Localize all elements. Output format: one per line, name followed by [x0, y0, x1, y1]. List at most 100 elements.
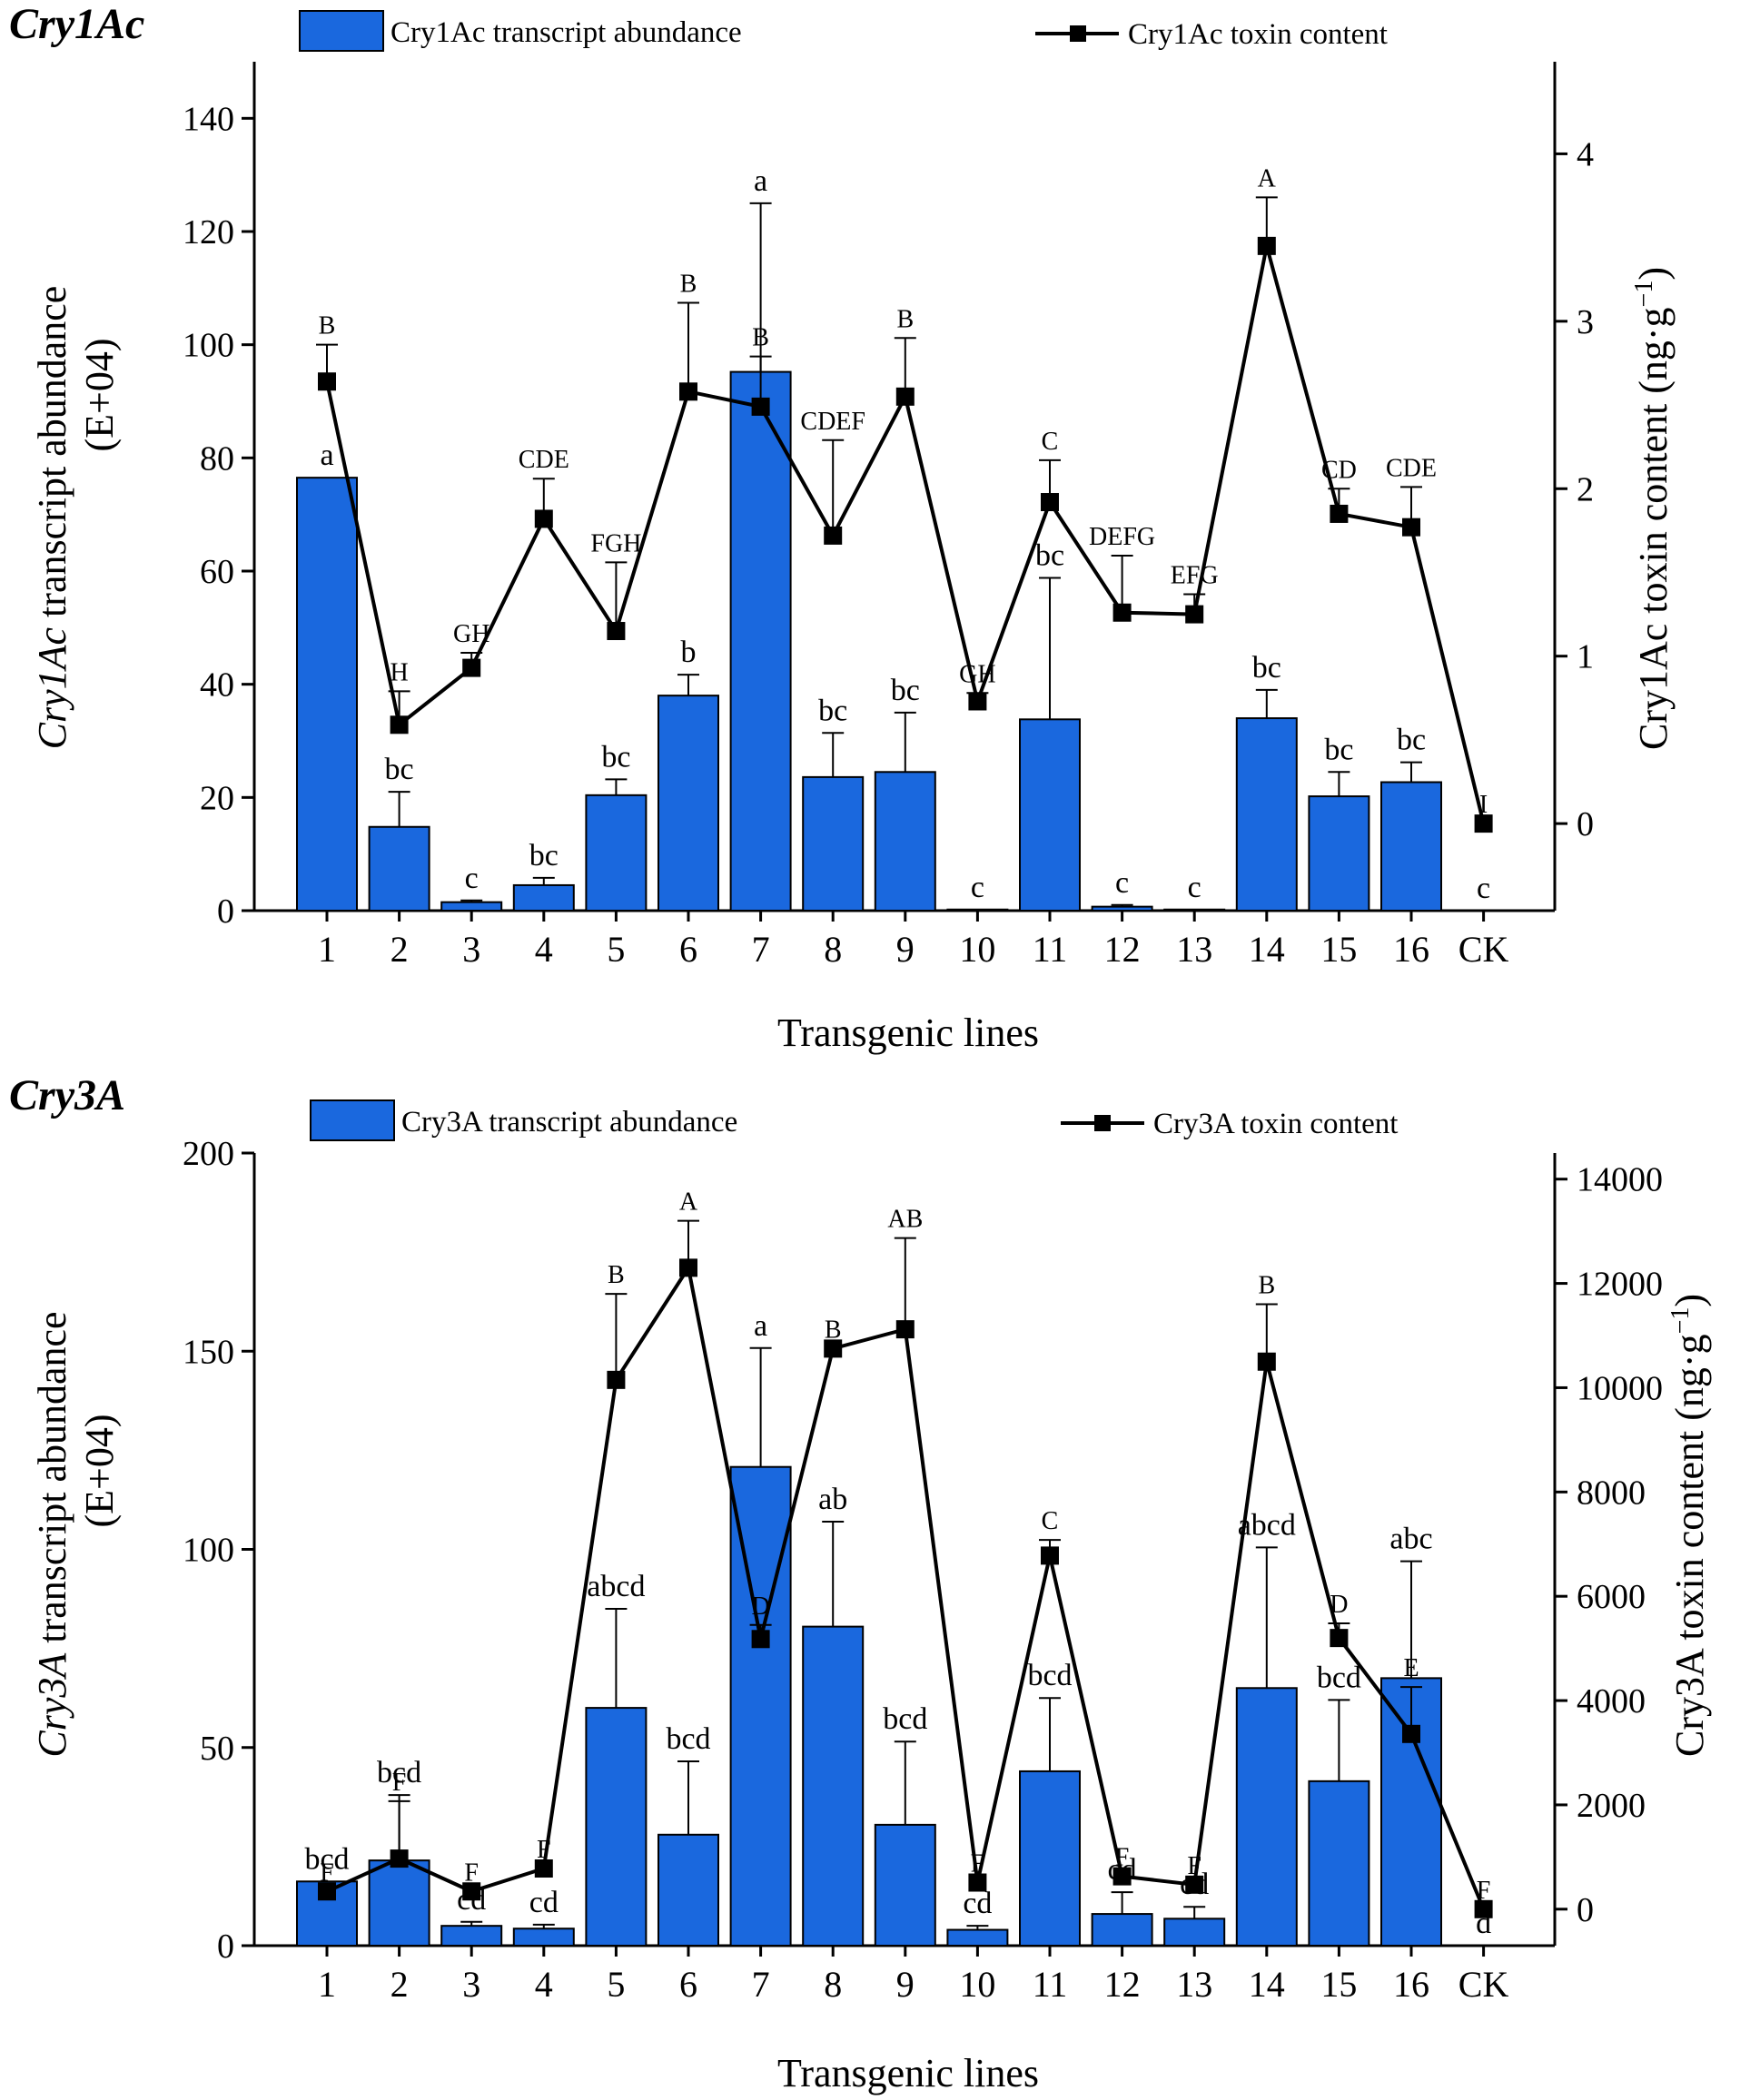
point-marker [679, 382, 697, 401]
bar [1235, 717, 1298, 912]
point-marker [824, 526, 843, 545]
x-tick-label: 11 [1033, 929, 1068, 970]
point-letter: A [1258, 164, 1277, 192]
bar [1308, 1780, 1370, 1947]
x-tick-label: 10 [959, 1964, 995, 2005]
y-axis-left-rest: transcript abundance [30, 1311, 74, 1652]
y-tick-label-left: 60 [200, 553, 234, 591]
point-marker [968, 1873, 987, 1892]
point-letter: GH [453, 620, 489, 648]
bar [368, 825, 430, 912]
point-letter: E [1403, 1654, 1419, 1682]
point-letter: F [537, 1836, 551, 1864]
point-marker [607, 1370, 626, 1389]
bar [1163, 908, 1226, 912]
x-tick-label: 3 [462, 1964, 480, 2005]
point-marker [318, 1882, 336, 1901]
y-axis-left-label: Cry1Ac transcript abundance [30, 286, 74, 750]
bar-letter: c [465, 862, 479, 895]
bar [1091, 905, 1153, 912]
y-axis-left-rest: transcript abundance [30, 286, 74, 627]
bar-letter: c [1477, 872, 1490, 905]
bars: bcdbcdcdcdabcdbcdaabbcdcdbcdcdcdabcdbcda… [296, 1309, 1491, 1947]
bar [1091, 1913, 1153, 1947]
y-tick-label-right: 12000 [1577, 1266, 1663, 1304]
point-marker [534, 509, 553, 528]
point-letter: B [680, 271, 697, 299]
bar [1308, 795, 1370, 912]
y-tick-label-left: 0 [217, 892, 234, 931]
point-letter: F [1115, 1844, 1130, 1872]
point-letter: B [608, 1261, 625, 1289]
x-tick-label: 3 [462, 929, 480, 970]
legend-line-marker [1070, 25, 1086, 42]
x-tick-label: 2 [391, 929, 409, 970]
point-letter: CD [1321, 456, 1357, 484]
point-marker [1330, 1629, 1349, 1648]
point-marker [751, 1630, 770, 1649]
legend-bar-label: Cry1Ac transcript abundance [391, 16, 742, 49]
bar-letter: bc [1397, 724, 1426, 757]
axis-labels: Transgenic lines Cry1Ac transcript abund… [30, 267, 1676, 1055]
point-marker [679, 1258, 697, 1277]
bar [585, 1707, 648, 1947]
y-tick-label-right: 6000 [1577, 1578, 1646, 1616]
x-tick-label: CK [1458, 1964, 1509, 2005]
y-tick-label-left: 100 [183, 1532, 234, 1570]
point-letter: C [1042, 1507, 1059, 1535]
point-marker [1185, 1875, 1204, 1894]
y-tick-label-right: 0 [1577, 1891, 1594, 1929]
point-letter: CDEF [800, 408, 865, 436]
y-axis-right-sup: −1 [1630, 281, 1658, 308]
x-tick-label: 16 [1393, 929, 1429, 970]
y-tick-label-right: 4 [1577, 135, 1594, 173]
x-tick-label: 12 [1104, 1964, 1141, 2005]
y-tick-label-right: 2 [1577, 470, 1594, 508]
x-tick-label: 8 [824, 1964, 842, 2005]
point-marker [1257, 1352, 1276, 1371]
x-tick-label: 11 [1033, 1964, 1068, 2005]
x-tick-label: 6 [679, 1964, 697, 2005]
point-letter: F [1477, 1877, 1491, 1905]
axis-labels: Transgenic lines Cry3A transcript abunda… [30, 1294, 1712, 2095]
point-letter: F [392, 1769, 407, 1797]
bar-letter: c [971, 871, 984, 904]
bar-letter: bcd [377, 1756, 421, 1789]
point-marker [1112, 1867, 1132, 1886]
bar-letter: bc [818, 694, 847, 727]
bar [802, 775, 865, 912]
point-letter: AB [887, 1206, 923, 1234]
y-tick-label-right: 10000 [1577, 1369, 1663, 1407]
y-axis-right-label: Cry1Ac toxin content (ng·g−1) [1630, 267, 1676, 750]
point-letter: A [679, 1188, 698, 1217]
series-line: B H GH CDE FGH B B CDEF B GH C DEFG EFG A CD CDE I [316, 164, 1493, 833]
point-marker [1402, 518, 1420, 537]
y-tick-label-left: 140 [183, 100, 234, 138]
point-marker [318, 372, 336, 391]
point-marker [1041, 493, 1059, 512]
bar-letter: bc [385, 753, 414, 786]
bar [874, 1823, 936, 1947]
point-marker [390, 715, 409, 735]
legend-bar-swatch [310, 1099, 395, 1141]
bar-letter: cd [529, 1886, 559, 1919]
y-tick-label-left: 40 [200, 666, 234, 705]
point-marker [1474, 1899, 1493, 1918]
y-axis-right-label: Cry3A toxin content (ng·g−1) [1666, 1294, 1712, 1757]
x-tick-label: 12 [1104, 929, 1141, 970]
bar-letter: a [320, 439, 333, 472]
bar [1019, 1770, 1081, 1947]
y-tick-label-right: 2000 [1577, 1787, 1646, 1825]
y-tick-label-left: 80 [200, 439, 234, 478]
y-axis-right-end: ) [1631, 267, 1676, 281]
y-tick-label-left: 120 [183, 213, 234, 251]
y-tick-label-right: 0 [1577, 805, 1594, 843]
point-marker [1041, 1546, 1059, 1565]
x-tick-label: 2 [391, 1964, 409, 2005]
point-marker [390, 1849, 409, 1868]
x-tick-label: 16 [1393, 1964, 1429, 2005]
point-marker [534, 1858, 553, 1878]
bar-letter: a [754, 164, 767, 198]
point-letter: C [1042, 428, 1059, 456]
bar [658, 695, 719, 912]
